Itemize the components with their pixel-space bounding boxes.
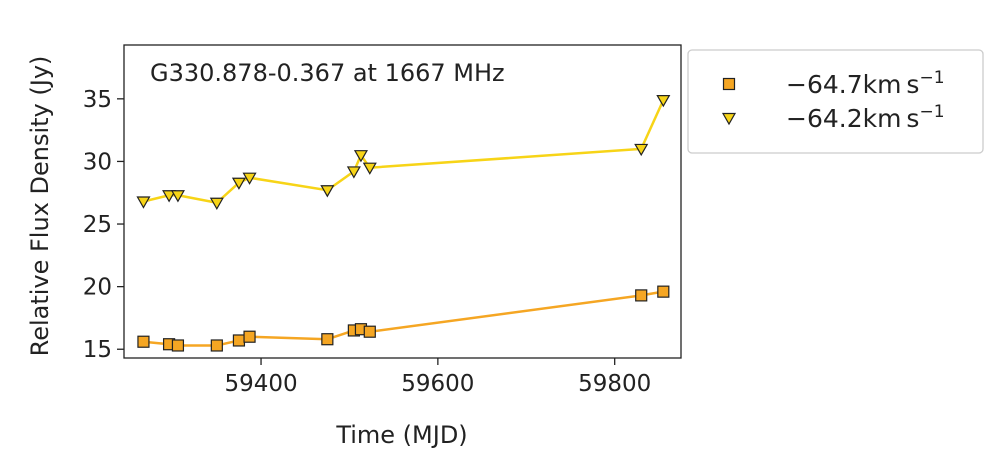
data-point-series-1 (171, 339, 185, 352)
data-point-series-1 (657, 285, 670, 298)
x-axis-label: Time (MJD) (335, 421, 467, 449)
legend-label-1: −64.7km s−1 (786, 68, 945, 99)
y-axis-label: Relative Flux Density (Jy) (26, 56, 54, 357)
legend-frame (687, 49, 984, 154)
series-line-2 (143, 99, 665, 205)
y-axis-ticks: 15 20 25 30 35 (83, 87, 124, 363)
x-tick-label: 59600 (401, 371, 474, 397)
data-point-series-2 (162, 190, 177, 203)
legend-label-superscript: −1 (919, 68, 944, 88)
y-tick-label: 35 (83, 87, 112, 113)
data-point-series-2 (170, 190, 185, 203)
data-point-series-2 (656, 94, 671, 108)
y-tick-label: 15 (83, 337, 112, 363)
y-tick-label: 20 (83, 275, 112, 301)
legend-marker-2 (721, 112, 737, 126)
y-tick-label: 30 (83, 149, 112, 175)
data-point-series-2 (231, 177, 246, 190)
data-point-series-2 (320, 185, 335, 198)
data-point-series-2 (209, 197, 224, 210)
x-axis-ticks: 59400 59600 59800 (224, 358, 651, 397)
plot-frame (123, 44, 682, 359)
legend-items: −64.7km s−1−64.2km s−1 (721, 68, 945, 133)
legend-label-2: −64.2km s−1 (786, 102, 945, 133)
chart-title: G330.878-0.367 at 1667 MHz (150, 59, 505, 87)
legend-label-superscript: −1 (919, 102, 944, 122)
data-point-series-1 (363, 325, 376, 338)
data-point-series-1 (243, 330, 256, 343)
x-tick-label: 59800 (578, 371, 651, 397)
data-point-series-2 (242, 172, 257, 185)
data-point-series-1 (232, 334, 246, 347)
data-point-series-1 (635, 289, 648, 302)
series-line-1 (143, 290, 664, 347)
legend-marker-1 (722, 77, 736, 91)
data-point-series-2 (353, 150, 368, 163)
data-point-series-1 (210, 339, 223, 352)
data-point-series-2 (634, 143, 649, 157)
data-point-series-2 (362, 162, 377, 175)
y-tick-label: 25 (83, 212, 112, 238)
x-tick-label: 59400 (224, 371, 297, 397)
plot-layer (136, 94, 671, 352)
data-point-series-1 (137, 335, 150, 348)
data-point-series-1 (321, 333, 334, 346)
legend: −64.7km s−1−64.2km s−1 (687, 49, 984, 154)
data-point-series-2 (346, 166, 361, 179)
data-point-series-2 (136, 196, 151, 209)
